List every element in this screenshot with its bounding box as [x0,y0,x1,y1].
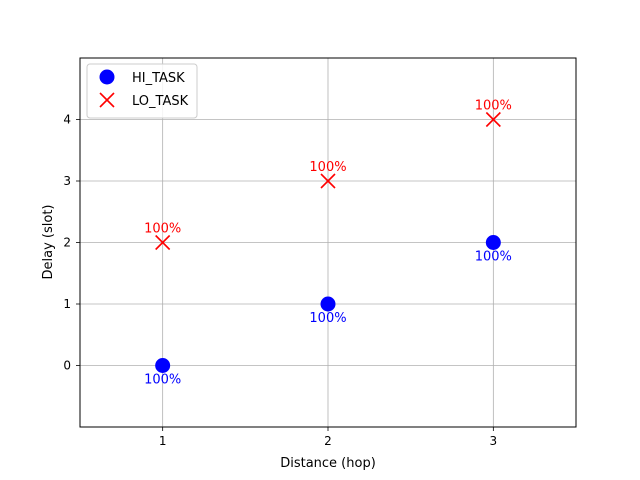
legend: HI_TASK LO_TASK [86,63,198,119]
x-tick-label: 3 [490,434,498,448]
hi-task-point [155,358,171,373]
legend-box [86,63,198,119]
x-axis-label: Distance (hop) [280,456,376,471]
hi-task-point [485,235,501,250]
plot-frame [79,57,577,428]
lo-task-point [485,111,501,128]
legend-label-lo-task: LO_TASK [132,94,189,109]
lo-task-point [155,234,171,251]
y-tick-label: 0 [63,359,71,373]
y-tick-label: 1 [63,297,71,311]
hi-task-data-label: 100% [144,373,181,388]
hi-task-data-label: 100% [309,311,346,326]
lo-task-data-label: 100% [475,99,512,114]
legend-marker-lo-task [99,92,115,108]
y-tick-label: 4 [63,113,71,127]
legend-marker-hi-task [99,69,115,85]
lo-task-point-stroke [155,234,171,251]
lo-task-point-stroke [485,111,501,128]
lo-task-data-label: 100% [144,222,181,237]
data-marks: 100% 100% 100% 100% 100% 100% [144,99,512,388]
lo-task-point-stroke [320,173,336,189]
y-axis-label: Delay (slot) [41,205,56,280]
y-tick-label: 3 [63,174,71,188]
hi-task-point [320,296,336,312]
hi-task-data-label: 100% [475,250,512,265]
axes: 1 2 3 0 1 2 3 4 [63,113,497,449]
x-tick-label: 1 [159,434,167,448]
legend-marker-lo-task-stroke [99,92,115,108]
y-tick-label: 2 [63,236,71,250]
lo-task-data-label: 100% [309,160,346,175]
x-tick-label: 2 [324,434,332,448]
legend-label-hi-task: HI_TASK [132,71,185,86]
lo-task-point [320,173,336,189]
